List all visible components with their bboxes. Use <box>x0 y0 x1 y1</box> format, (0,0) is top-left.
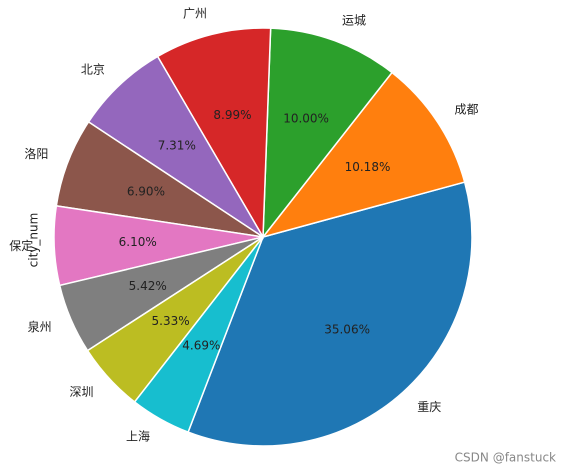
y-axis-label: city_num <box>27 213 41 268</box>
slice-label: 广州 <box>183 7 207 21</box>
slice-label: 保定 <box>9 238 33 253</box>
slice-label: 泉州 <box>28 320 52 334</box>
pie-slice <box>261 71 466 239</box>
percent-label: 6.10% <box>119 235 157 249</box>
percent-label: 5.42% <box>129 279 167 293</box>
slice-label: 运城 <box>342 14 366 28</box>
slice-label: 北京 <box>81 63 105 77</box>
percent-label: 10.18% <box>345 160 391 174</box>
slice-label: 洛阳 <box>24 146 48 161</box>
pie-slice <box>133 236 264 434</box>
percent-label: 35.06% <box>324 323 370 337</box>
slice-label: 重庆 <box>417 400 441 414</box>
percent-label: 10.00% <box>283 112 329 126</box>
slice-label: 深圳 <box>70 385 94 399</box>
pie-slice <box>156 27 272 240</box>
pie-slice <box>262 27 394 240</box>
percent-label: 4.69% <box>182 339 220 353</box>
slice-label: 上海 <box>126 429 150 444</box>
percent-label: 6.90% <box>127 185 165 199</box>
percent-label: 8.99% <box>213 108 251 122</box>
percent-label: 5.33% <box>152 314 190 328</box>
watermark: CSDN @fanstuck <box>455 451 556 465</box>
percent-label: 7.31% <box>158 138 196 152</box>
slice-label: 成都 <box>455 102 479 116</box>
